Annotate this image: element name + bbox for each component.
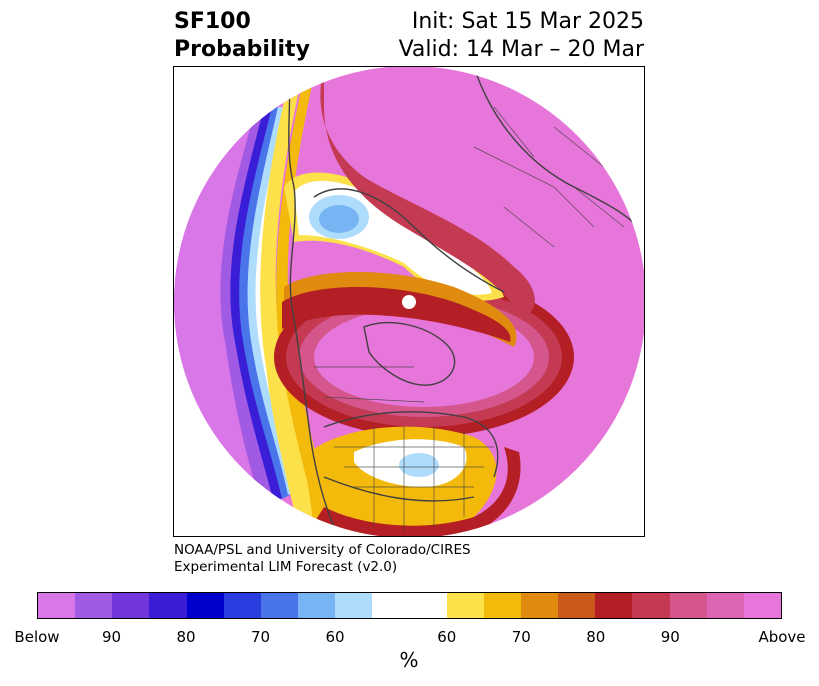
init-date: Init: Sat 15 Mar 2025	[411, 9, 644, 34]
colorbar-below-segment	[298, 593, 336, 618]
colorbar-above-segment	[483, 593, 522, 618]
colorbar-below-segment	[75, 593, 113, 618]
colorbar-below-segment	[223, 593, 261, 618]
colorbar-below-segment	[335, 593, 373, 618]
colorbar-below-segment	[260, 593, 299, 618]
colorbar-tick-label: 80	[586, 628, 606, 646]
colorbar-tick-label: 60	[325, 628, 345, 646]
colorbar-below-segment	[149, 593, 187, 618]
colorbar-above-segment	[706, 593, 744, 618]
colorbar-tick-label: 70	[250, 628, 271, 646]
map-panel	[173, 66, 645, 537]
credit-line-2: Experimental LIM Forecast (v2.0)	[174, 559, 398, 575]
credit-text: NOAA/PSL and University of Colorado/CIRE…	[174, 542, 471, 576]
colorbar-tick-label: 80	[176, 628, 196, 646]
colorbar-below-segment	[38, 593, 76, 618]
borders	[314, 106, 625, 532]
colorbar-above-segment	[521, 593, 559, 618]
colorbar-below-segment	[112, 593, 150, 618]
colorbar-tick-label: 70	[511, 628, 531, 646]
colorbar-above-segment	[669, 593, 707, 618]
colorbar-tick-label: 60	[437, 628, 457, 646]
title-left: SF100 Probability	[174, 8, 310, 64]
colorbar-above-segment	[632, 593, 670, 618]
colorbar-tick-label: Below	[14, 628, 60, 646]
colorbar-above-segment	[558, 593, 596, 618]
colorbar-tick-label: 90	[101, 628, 122, 646]
colorbar-tick-label: 90	[660, 628, 680, 646]
colorbar	[37, 592, 782, 619]
colorbar-neutral-segment	[372, 593, 447, 618]
forecast-map	[174, 67, 644, 536]
title-right: Init: Sat 15 Mar 2025 Valid: 14 Mar – 20…	[399, 8, 644, 64]
colorbar-unit-label: %	[399, 648, 419, 672]
colorbar-tick-label: Above	[758, 628, 806, 646]
credit-line-1: NOAA/PSL and University of Colorado/CIRE…	[174, 542, 471, 558]
colorbar-below-segment	[186, 593, 224, 618]
colorbar-above-segment	[743, 593, 782, 618]
field-name: SF100	[174, 9, 251, 34]
valid-period: Valid: 14 Mar – 20 Mar	[398, 37, 644, 62]
field-type: Probability	[174, 37, 310, 62]
colorbar-above-segment	[595, 593, 633, 618]
north-pole-marker	[402, 295, 416, 309]
colorbar-above-segment	[446, 593, 484, 618]
